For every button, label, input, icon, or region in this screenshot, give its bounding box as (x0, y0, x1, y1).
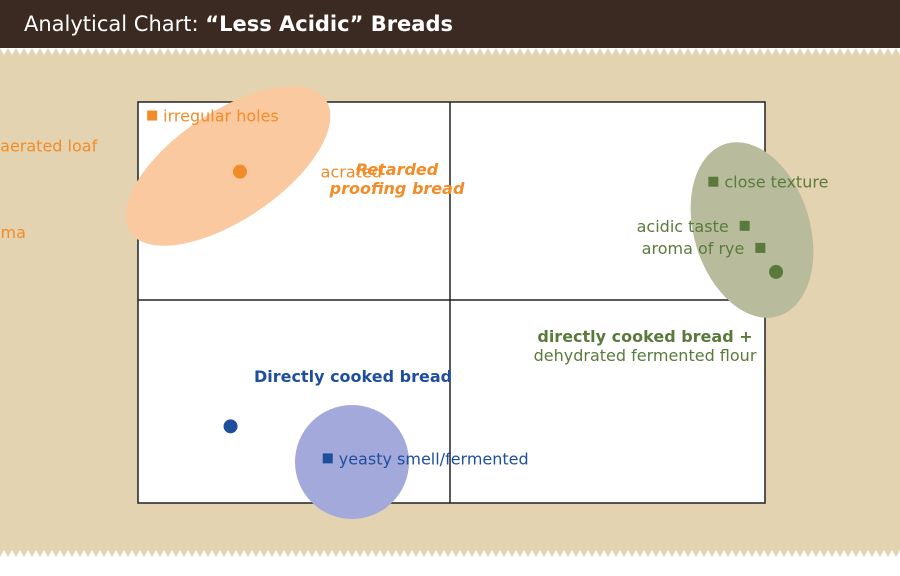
attribute-point (708, 176, 719, 187)
attribute-point (322, 453, 333, 464)
page-title: Analytical Chart: “Less Acidic” Breads (24, 12, 453, 36)
bread-point (769, 264, 784, 279)
plot-area: irregular holes aerated loaf acrated white … (0, 86, 829, 519)
attribute-point (755, 242, 766, 253)
attribute-label: irregular holes (163, 107, 279, 126)
cluster-blue (295, 405, 409, 519)
bread-point (232, 164, 247, 179)
attribute-label: yeasty smell/fermented (339, 449, 529, 468)
title-main: “Less Acidic” Breads (205, 12, 453, 36)
series-orange: irregular holes aerated loaf acrated white … (0, 107, 465, 242)
title-prefix: Analytical Chart: (24, 12, 206, 36)
cluster-layer (125, 86, 814, 519)
cluster-orange (125, 86, 331, 246)
attribute-label: white flour aroma (0, 223, 26, 242)
attribute-label: aroma of rye (642, 239, 745, 258)
attribute-point (739, 220, 750, 231)
series-label: Retarded (356, 160, 439, 179)
bread-point (223, 419, 238, 434)
series-label: proofing bread (329, 179, 465, 198)
attribute-label: aerated loaf (0, 137, 97, 156)
attribute-label: acrated (321, 163, 382, 182)
title-bar (0, 0, 900, 48)
series-blue: yeasty smell/fermented Directly cooked br… (223, 367, 529, 468)
attribute-label: acidic taste (637, 217, 729, 236)
series-green: close texture acidic taste aroma of rye dir… (534, 173, 829, 365)
attribute-point (147, 110, 158, 121)
series-label: directly cooked bread + (537, 327, 752, 346)
series-label: Directly cooked bread (254, 367, 452, 386)
attribute-label: close texture (724, 173, 828, 192)
series-label: dehydrated fermented flour (534, 346, 757, 365)
